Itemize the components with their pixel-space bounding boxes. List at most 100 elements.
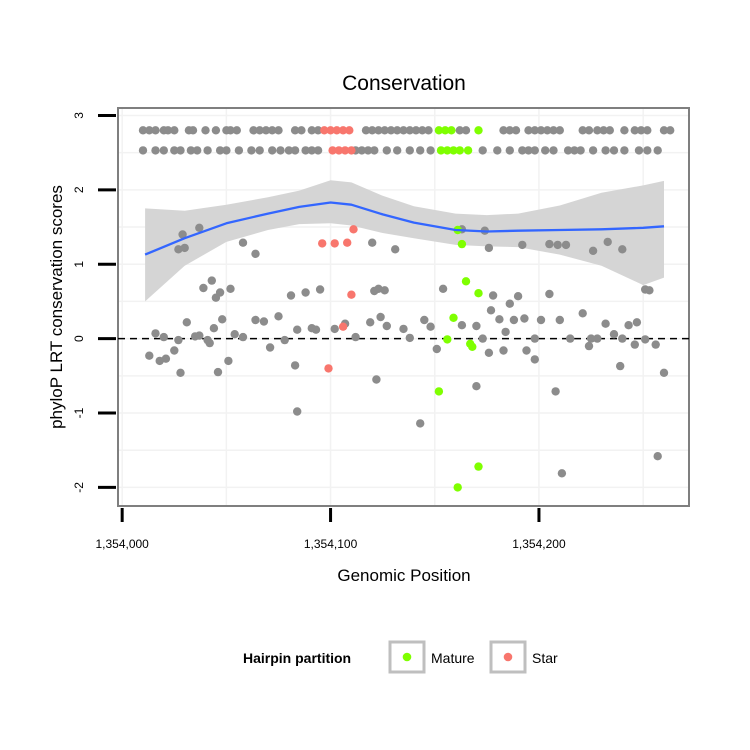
point-other bbox=[268, 126, 277, 135]
point-other bbox=[651, 340, 660, 349]
y-tick-label: 2 bbox=[72, 186, 86, 193]
point-other bbox=[593, 334, 602, 343]
point-other bbox=[290, 361, 300, 370]
point-other bbox=[238, 332, 248, 342]
point-other bbox=[561, 240, 571, 250]
point-other bbox=[315, 285, 325, 294]
point-star bbox=[343, 238, 352, 247]
point-other bbox=[499, 346, 508, 355]
point-other bbox=[386, 126, 396, 135]
point-other bbox=[543, 126, 552, 135]
legend-entry-star: Star bbox=[489, 640, 558, 674]
point-other bbox=[215, 146, 225, 155]
point-other bbox=[180, 243, 189, 253]
point-other bbox=[653, 452, 662, 461]
point-other bbox=[438, 284, 448, 293]
point-other bbox=[405, 126, 414, 135]
point-other bbox=[222, 146, 231, 155]
point-other bbox=[570, 146, 579, 155]
point-star bbox=[334, 146, 344, 155]
point-other bbox=[653, 146, 662, 155]
point-mature bbox=[461, 277, 471, 286]
point-star bbox=[332, 126, 341, 135]
point-other bbox=[286, 291, 296, 300]
point-other bbox=[632, 318, 642, 327]
point-other bbox=[545, 239, 554, 249]
point-other bbox=[478, 146, 487, 155]
point-other bbox=[159, 146, 168, 155]
point-other bbox=[666, 126, 675, 135]
point-other bbox=[249, 126, 258, 135]
point-other bbox=[182, 318, 191, 327]
point-other bbox=[393, 146, 402, 155]
point-other bbox=[382, 146, 391, 155]
point-star bbox=[330, 239, 339, 248]
point-other bbox=[411, 126, 421, 135]
x-axis: 1,354,000 1,354,100 1,354,200 bbox=[95, 508, 566, 551]
point-other bbox=[618, 245, 627, 254]
point-other bbox=[163, 126, 173, 135]
point-other bbox=[505, 126, 514, 135]
chart-title: Conservation bbox=[342, 72, 466, 95]
point-other bbox=[584, 341, 594, 351]
point-other bbox=[563, 146, 573, 155]
point-other bbox=[372, 375, 381, 384]
point-other bbox=[226, 126, 235, 135]
point-other bbox=[513, 292, 523, 301]
point-other bbox=[420, 315, 429, 325]
point-other bbox=[484, 243, 494, 253]
data-points bbox=[138, 126, 675, 492]
x-tick-label: 1,354,200 bbox=[512, 537, 566, 551]
point-other bbox=[599, 126, 608, 135]
point-mature bbox=[436, 146, 446, 155]
point-star bbox=[328, 146, 337, 155]
point-other bbox=[518, 146, 527, 155]
point-mature bbox=[443, 146, 452, 155]
y-tick-label: -1 bbox=[72, 407, 86, 418]
point-other bbox=[284, 146, 294, 155]
point-other bbox=[576, 146, 585, 155]
point-other bbox=[588, 146, 598, 155]
point-other bbox=[313, 126, 323, 135]
point-other bbox=[426, 322, 435, 331]
point-other bbox=[416, 146, 425, 155]
point-other bbox=[620, 146, 629, 155]
point-other bbox=[478, 334, 487, 343]
point-other bbox=[393, 126, 402, 135]
point-other bbox=[274, 126, 283, 135]
legend: Hairpin partition Mature Star bbox=[243, 640, 558, 674]
y-tick-label: 3 bbox=[72, 112, 86, 119]
point-other bbox=[643, 146, 652, 155]
point-other bbox=[176, 368, 185, 377]
x-axis-title: Genomic Position bbox=[337, 566, 470, 585]
point-other bbox=[205, 338, 214, 348]
point-other bbox=[505, 299, 514, 308]
point-other bbox=[522, 346, 531, 355]
point-star bbox=[320, 126, 329, 135]
point-other bbox=[578, 309, 587, 318]
point-star bbox=[324, 364, 333, 373]
point-mature bbox=[443, 335, 452, 344]
point-other bbox=[488, 291, 498, 300]
point-other bbox=[601, 146, 610, 155]
point-other bbox=[620, 126, 629, 135]
point-other bbox=[138, 126, 148, 135]
point-other bbox=[426, 146, 435, 155]
point-other bbox=[499, 126, 508, 135]
point-other bbox=[274, 312, 283, 321]
point-other bbox=[541, 146, 550, 155]
point-other bbox=[593, 126, 602, 135]
point-other bbox=[247, 146, 256, 155]
point-other bbox=[578, 126, 587, 135]
point-other bbox=[601, 319, 610, 328]
point-mature bbox=[455, 146, 464, 155]
smooth-line bbox=[144, 201, 665, 256]
point-other bbox=[659, 368, 669, 377]
point-mature bbox=[434, 387, 444, 396]
legend-entry-mature: Mature bbox=[388, 640, 475, 674]
point-other bbox=[151, 126, 160, 135]
point-other bbox=[218, 315, 227, 324]
y-tick-label: 1 bbox=[72, 261, 86, 268]
point-other bbox=[203, 146, 212, 155]
